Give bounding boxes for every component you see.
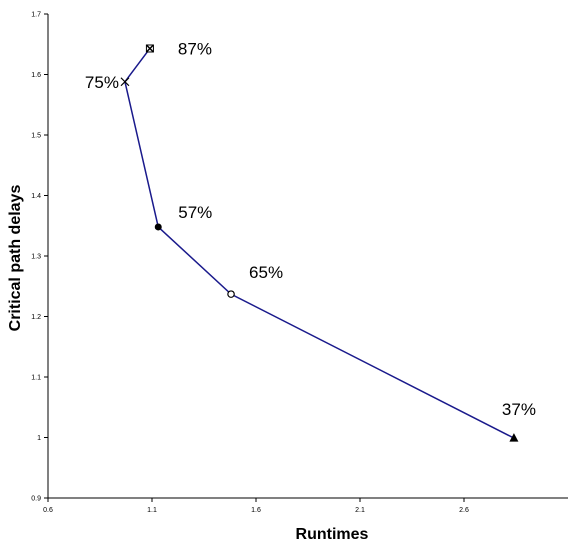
data-label: 65%	[249, 263, 283, 282]
y-tick-label: 1.6	[31, 72, 41, 79]
data-label: 37%	[502, 400, 536, 419]
x-tick-label: 2.6	[459, 507, 469, 514]
data-markers	[120, 44, 519, 442]
x-tick-label: 2.1	[355, 507, 365, 514]
y-tick-label: 1.5	[31, 133, 41, 140]
data-label: 75%	[85, 73, 119, 92]
y-tick-label: 1.4	[31, 193, 41, 200]
data-point-marker	[145, 44, 154, 53]
y-tick-label: 1.3	[31, 254, 41, 261]
x-tick-label: 1.1	[147, 507, 157, 514]
marker-dot	[227, 290, 235, 298]
y-tick-label: 1.1	[31, 375, 41, 382]
marker-dot	[154, 223, 162, 231]
marker-cross	[145, 44, 154, 53]
x-tick-label: 0.6	[43, 507, 53, 514]
data-labels: 87% 75% 57% 65% 37%	[85, 39, 536, 419]
y-tick-label: 1.2	[31, 314, 41, 321]
x-axis-title: Runtimes	[296, 526, 369, 543]
x-tick-label: 1.6	[251, 507, 261, 514]
data-label: 87%	[178, 39, 212, 58]
data-point-marker	[154, 223, 162, 231]
data-point-marker	[509, 433, 519, 442]
data-label: 57%	[178, 203, 212, 222]
data-point-marker	[120, 77, 130, 87]
marker-triangle	[509, 433, 519, 442]
y-tick-label: 0.9	[31, 496, 41, 503]
y-tick-label: 1	[37, 435, 41, 442]
series-line	[124, 48, 515, 439]
y-axis-title: Critical path delays	[7, 185, 24, 332]
axis-ticks: 0.9 1 1.1 1.2 1.3 1.4 1.5 1.6 1.7 0.6 1.1 1.6 2.1 2.6	[31, 12, 469, 515]
data-point-marker	[227, 290, 235, 298]
y-tick-label: 1.7	[31, 12, 41, 19]
marker-cross	[120, 77, 130, 87]
